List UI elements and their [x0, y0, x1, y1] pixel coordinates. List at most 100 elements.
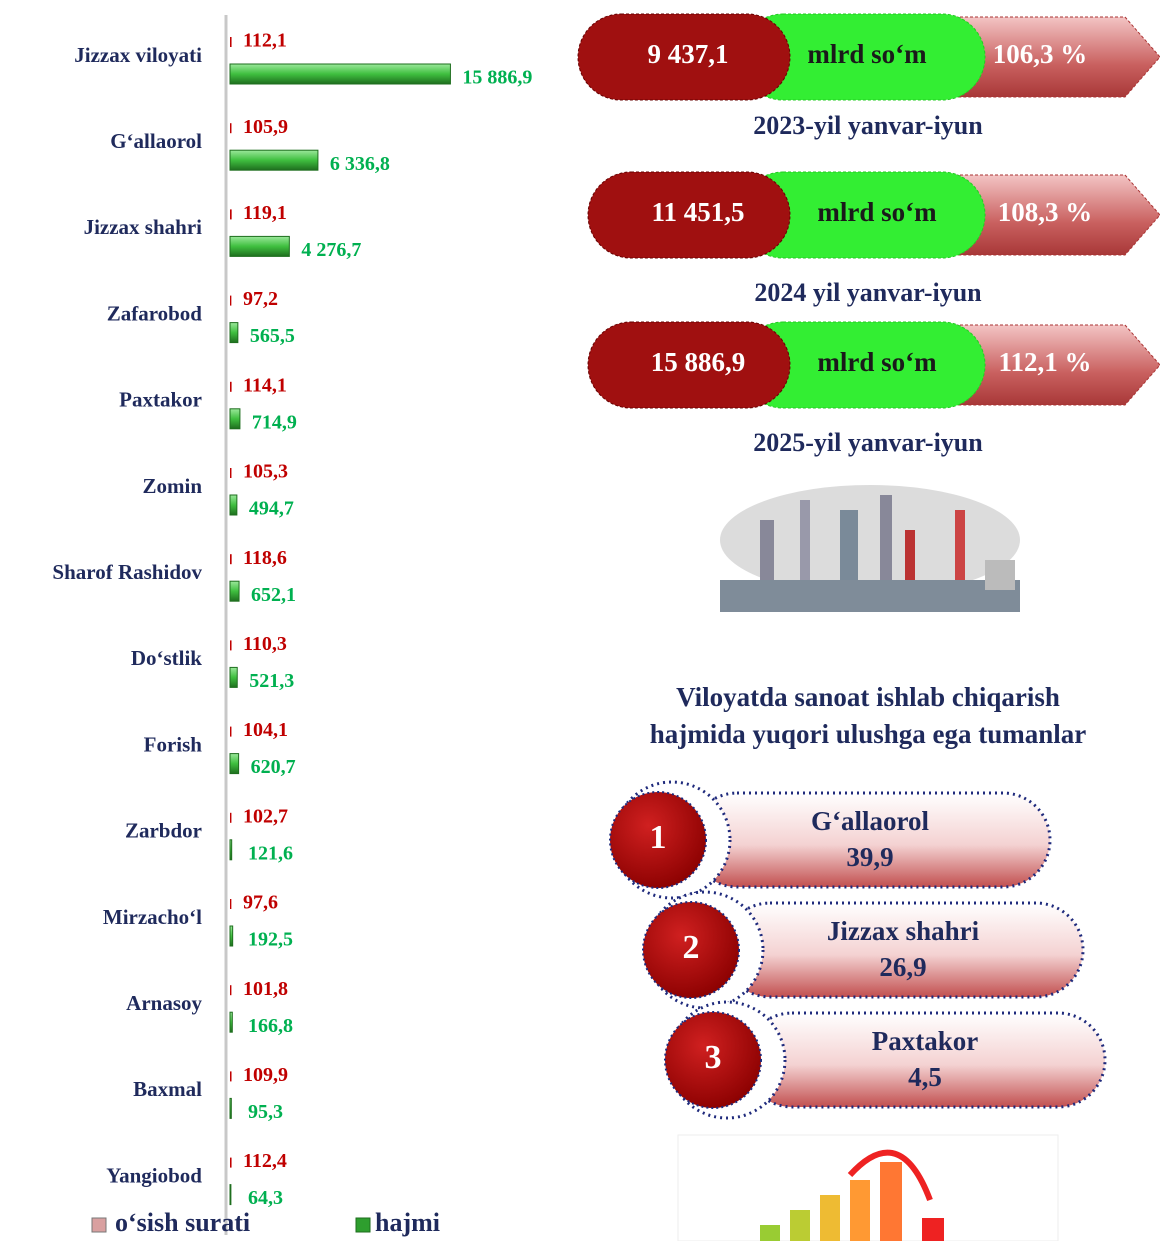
value-label: 101,8 — [243, 978, 288, 1000]
value-label: 620,7 — [251, 756, 296, 778]
summary-value: 9 437,1 — [648, 39, 729, 69]
category-label: Forish — [144, 732, 203, 756]
category-label: Arnasoy — [126, 991, 202, 1015]
category-label: Paxtakor — [119, 388, 202, 412]
value-label: 166,8 — [248, 1015, 293, 1037]
value-label: 97,6 — [243, 892, 278, 914]
category-label: Jizzax shahri — [84, 215, 203, 239]
value-label: 112,1 — [243, 30, 287, 52]
bar — [230, 64, 450, 84]
bar — [230, 754, 239, 774]
bar — [230, 323, 238, 343]
value-label: 112,4 — [243, 1150, 287, 1172]
legend-label: hajmi — [375, 1208, 440, 1237]
bar — [230, 727, 231, 737]
rank-share: 39,9 — [846, 842, 893, 872]
bar — [230, 236, 289, 256]
value-label: 110,3 — [243, 633, 287, 655]
value-label: 6 336,8 — [330, 153, 390, 175]
value-label: 95,3 — [248, 1101, 283, 1123]
summary-unit: mlrd so‘m — [817, 347, 937, 377]
summary-growth: 108,3 % — [998, 197, 1093, 227]
rank-number: 1 — [650, 819, 667, 856]
bar — [230, 1071, 232, 1081]
rank-share: 26,9 — [879, 952, 926, 982]
legend-marker — [356, 1218, 370, 1232]
category-label: Zomin — [142, 474, 202, 498]
value-label: 64,3 — [248, 1187, 283, 1209]
bar — [230, 1012, 232, 1032]
ranking-title: hajmida yuqori ulushga ega tumanlar — [650, 719, 1087, 749]
category-label: Zafarobod — [107, 301, 203, 325]
category-label: Mirzacho‘l — [103, 905, 202, 929]
bar — [230, 495, 237, 515]
category-label: Sharof Rashidov — [52, 560, 202, 584]
bar — [230, 123, 231, 133]
rank-number: 3 — [705, 1039, 722, 1076]
bar — [230, 382, 232, 392]
rank-number: 2 — [683, 929, 700, 966]
summary-growth: 106,3 % — [993, 39, 1088, 69]
value-label: 652,1 — [251, 584, 296, 606]
legend-label: o‘sish surati — [115, 1208, 250, 1237]
bar — [230, 1185, 231, 1205]
bar — [230, 37, 232, 47]
bar — [230, 1098, 231, 1118]
summary-period: 2025-yil yanvar-iyun — [753, 428, 983, 457]
bar — [230, 468, 231, 478]
growth-chart-image — [678, 1135, 1058, 1241]
bar — [230, 296, 231, 306]
bar — [230, 209, 232, 219]
infographic: Jizzax viloyati 112,1 15 886,9 G‘allaorol 10… — [0, 0, 1160, 1241]
factory-image — [720, 485, 1020, 612]
value-label: 15 886,9 — [462, 67, 532, 89]
bar — [230, 840, 232, 860]
value-label: 121,6 — [248, 842, 293, 864]
summary-period: 2023-yil yanvar-iyun — [753, 111, 983, 140]
value-label: 104,1 — [243, 719, 288, 741]
bar — [230, 640, 232, 650]
summary-value: 15 886,9 — [651, 347, 746, 377]
legend-marker — [92, 1218, 106, 1232]
summary-growth: 112,1 % — [998, 347, 1091, 377]
value-label: 4 276,7 — [301, 239, 361, 261]
bar — [230, 813, 231, 823]
value-label: 494,7 — [249, 498, 294, 520]
value-label: 102,7 — [243, 805, 288, 827]
category-label: Jizzax viloyati — [74, 43, 202, 67]
value-label: 119,1 — [243, 202, 287, 224]
category-label: Zarbdor — [125, 819, 202, 843]
rank-name: Jizzax shahri — [827, 916, 980, 946]
category-label: Baxmal — [133, 1077, 202, 1101]
value-label: 97,2 — [243, 288, 278, 310]
summary-period: 2024 yil yanvar-iyun — [754, 278, 982, 307]
bar — [230, 150, 318, 170]
value-label: 105,9 — [243, 116, 288, 138]
bar — [230, 899, 231, 909]
summary-unit: mlrd so‘m — [817, 197, 937, 227]
category-label: Do‘stlik — [131, 646, 202, 670]
rank-name: G‘allaorol — [811, 806, 929, 836]
bar — [230, 667, 237, 687]
value-label: 565,5 — [250, 325, 295, 347]
bar — [230, 1158, 232, 1168]
bar — [230, 985, 231, 995]
value-label: 714,9 — [252, 411, 297, 433]
summary-unit: mlrd so‘m — [807, 39, 927, 69]
bar — [230, 926, 233, 946]
summary-value: 11 451,5 — [651, 197, 744, 227]
bar — [230, 581, 239, 601]
value-label: 105,3 — [243, 461, 288, 483]
category-label: G‘allaorol — [110, 129, 202, 153]
value-label: 114,1 — [243, 374, 287, 396]
category-label: Yangiobod — [106, 1163, 202, 1187]
value-label: 109,9 — [243, 1064, 288, 1086]
rank-name: Paxtakor — [872, 1026, 979, 1056]
bar — [230, 554, 232, 564]
rank-share: 4,5 — [908, 1062, 942, 1092]
bar — [230, 409, 240, 429]
ranking-title: Viloyatda sanoat ishlab chiqarish — [676, 682, 1060, 712]
value-label: 192,5 — [248, 929, 293, 951]
value-label: 521,3 — [249, 670, 294, 692]
value-label: 118,6 — [243, 547, 287, 569]
